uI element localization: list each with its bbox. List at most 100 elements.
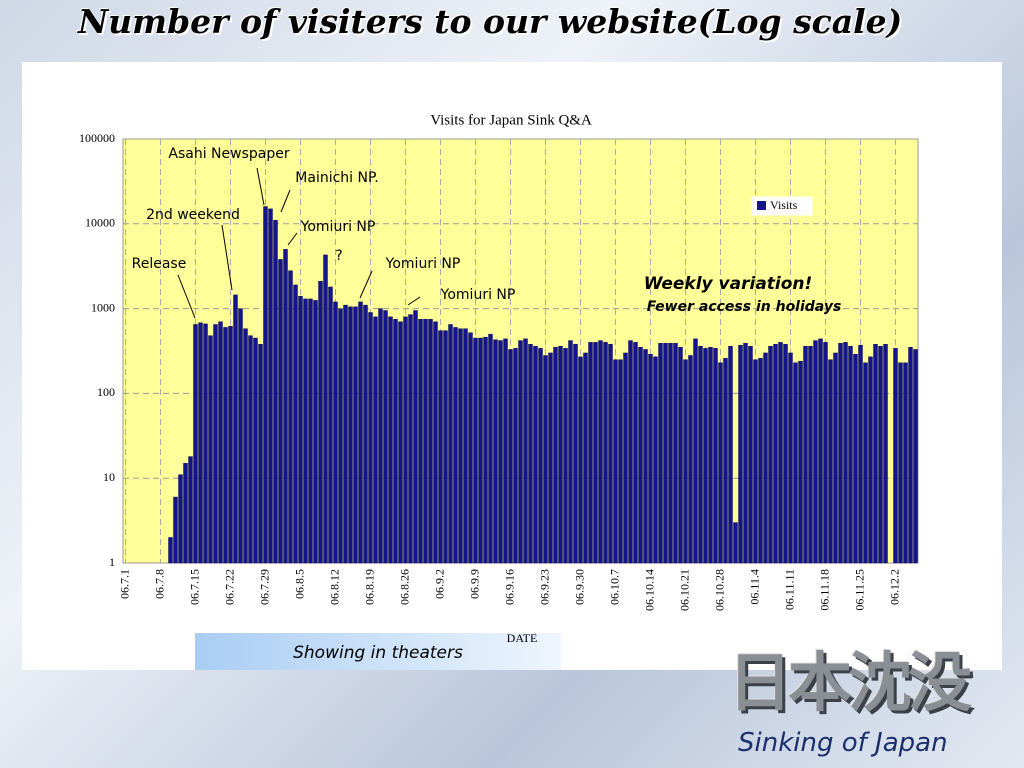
annotation: Mainichi NP.: [295, 170, 378, 186]
bar: [363, 304, 368, 564]
bar: [748, 346, 753, 564]
legend-swatch: [757, 201, 766, 210]
y-tick-label: 10000: [85, 216, 115, 230]
bar: [908, 347, 913, 564]
bar: [563, 348, 568, 564]
bar: [898, 362, 903, 564]
bar: [603, 342, 608, 564]
bar: [488, 333, 493, 564]
annotation: 2nd weekend: [146, 207, 240, 223]
bar: [803, 346, 808, 564]
bar: [373, 316, 378, 564]
bar: [893, 348, 898, 564]
theater-band: [195, 633, 561, 670]
bar: [368, 312, 373, 564]
bar: [583, 352, 588, 564]
bar: [498, 340, 503, 564]
bar: [463, 328, 468, 564]
bar: [733, 522, 738, 564]
bar: [673, 343, 678, 564]
bar: [468, 332, 473, 564]
bar: [478, 337, 483, 564]
bar: [783, 344, 788, 564]
bar: [663, 343, 668, 564]
bar: [318, 281, 323, 564]
bar: [913, 349, 918, 564]
annotation: Yomiuri NP: [440, 287, 516, 303]
bar: [193, 324, 198, 564]
bar: [378, 308, 383, 564]
x-tick-label: 06.7.22: [222, 569, 236, 605]
bar: [513, 348, 518, 564]
bar: [553, 347, 558, 564]
x-tick-label: 06.8.26: [397, 569, 411, 605]
bar: [593, 342, 598, 564]
bar: [283, 249, 288, 564]
bar: [548, 352, 553, 564]
annotation: Release: [132, 256, 187, 272]
bar: [743, 343, 748, 564]
bar: [558, 346, 563, 564]
bar: [823, 342, 828, 564]
bar: [313, 300, 318, 564]
bar: [723, 358, 728, 564]
y-tick-label: 1: [109, 555, 115, 569]
bar: [323, 254, 328, 564]
bar: [228, 326, 233, 564]
x-tick-label: 06.9.30: [572, 569, 586, 605]
bar: [343, 304, 348, 564]
bar: [458, 328, 463, 564]
bar: [493, 339, 498, 564]
bar: [728, 346, 733, 564]
bar: [533, 346, 538, 564]
bar: [233, 294, 238, 564]
bar: [698, 346, 703, 564]
bar: [338, 308, 343, 564]
bar: [798, 360, 803, 564]
bar: [423, 318, 428, 564]
bar: [173, 496, 178, 564]
bar: [618, 359, 623, 564]
bar: [528, 344, 533, 564]
bar: [178, 474, 183, 564]
bar: [808, 346, 813, 564]
bar: [388, 316, 393, 564]
bar: [348, 306, 353, 564]
bar: [258, 344, 263, 564]
annotation: Showing in theaters: [293, 643, 463, 663]
x-tick-label: 06.7.1: [117, 569, 131, 599]
x-tick-label: 06.8.19: [362, 569, 376, 605]
annotation-leader: [407, 296, 421, 306]
bar: [253, 337, 258, 564]
bar: [853, 353, 858, 564]
bar: [188, 456, 193, 564]
bar: [873, 344, 878, 564]
bar: [628, 340, 633, 564]
bar: [648, 353, 653, 564]
bar: [288, 270, 293, 564]
x-tick-label: 06.9.16: [502, 569, 516, 605]
bar: [298, 296, 303, 564]
bar: [738, 345, 743, 564]
bar: [403, 316, 408, 564]
bar: [473, 337, 478, 564]
bar: [608, 344, 613, 564]
bar: [883, 344, 888, 564]
bar: [248, 335, 253, 564]
annotation: Fewer access in holidays: [647, 299, 842, 315]
bar: [428, 318, 433, 564]
bar: [793, 362, 798, 564]
bar: [658, 343, 663, 564]
annotation: Weekly variation!: [644, 274, 813, 294]
bar: [838, 343, 843, 564]
bar: [328, 286, 333, 564]
bar: [703, 348, 708, 564]
x-tick-label: 06.11.4: [747, 569, 761, 605]
legend-label: Visits: [770, 198, 798, 212]
bar: [768, 346, 773, 564]
bar: [833, 352, 838, 564]
bar: [268, 208, 273, 564]
bar: [708, 347, 713, 564]
annotation-leader: [359, 270, 373, 299]
